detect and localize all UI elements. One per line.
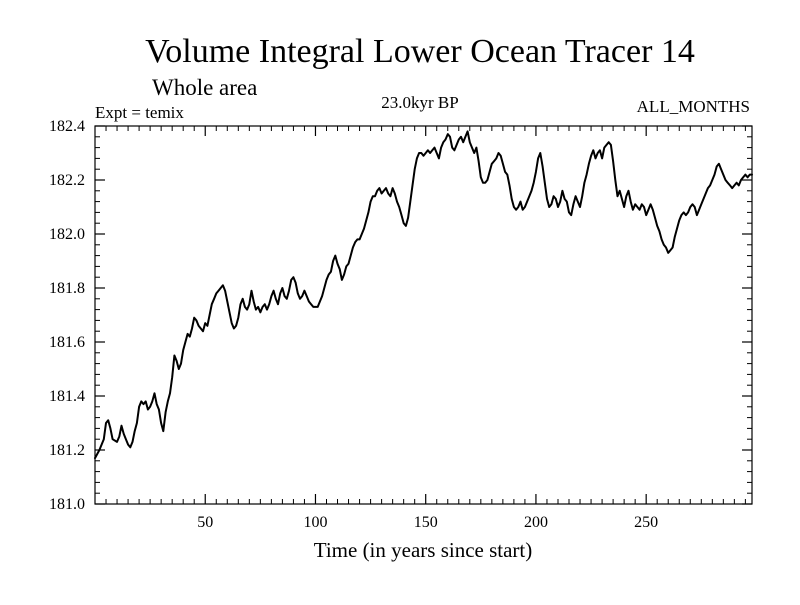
minor-ticks: [95, 126, 752, 504]
y-tick-label: 181.4: [49, 388, 85, 405]
x-axis-label: Time (in years since start): [314, 538, 533, 562]
x-tick-label: 250: [634, 514, 658, 531]
experiment-label: Expt = temix: [95, 103, 184, 122]
data-series-line: [94, 130, 753, 460]
y-tick-label: 181.0: [49, 496, 85, 513]
y-tick-label: 182.4: [49, 118, 85, 135]
y-tick-label: 181.2: [49, 442, 85, 459]
x-tick-label: 100: [303, 514, 327, 531]
y-tick-label: 181.8: [49, 280, 85, 297]
chart-title: Volume Integral Lower Ocean Tracer 14: [145, 33, 695, 70]
major-ticks: [95, 125, 752, 505]
x-tick-label: 50: [197, 514, 213, 531]
x-tick-label: 150: [414, 514, 438, 531]
x-tick-labels: 50 100 150 200 250: [197, 514, 658, 531]
y-tick-labels: 181.0 181.2 181.4 181.6 181.8 182.0 182.2 182.4: [49, 118, 85, 513]
period-label: 23.0kyr BP: [381, 93, 458, 112]
y-tick-label: 181.6: [49, 334, 85, 351]
y-tick-label: 182.2: [49, 172, 85, 189]
months-label: ALL_MONTHS: [637, 97, 750, 116]
chart-subtitle: Whole area: [152, 75, 257, 100]
y-tick-label: 182.0: [49, 226, 85, 243]
x-tick-label: 200: [524, 514, 548, 531]
plot-frame: [94, 125, 753, 505]
